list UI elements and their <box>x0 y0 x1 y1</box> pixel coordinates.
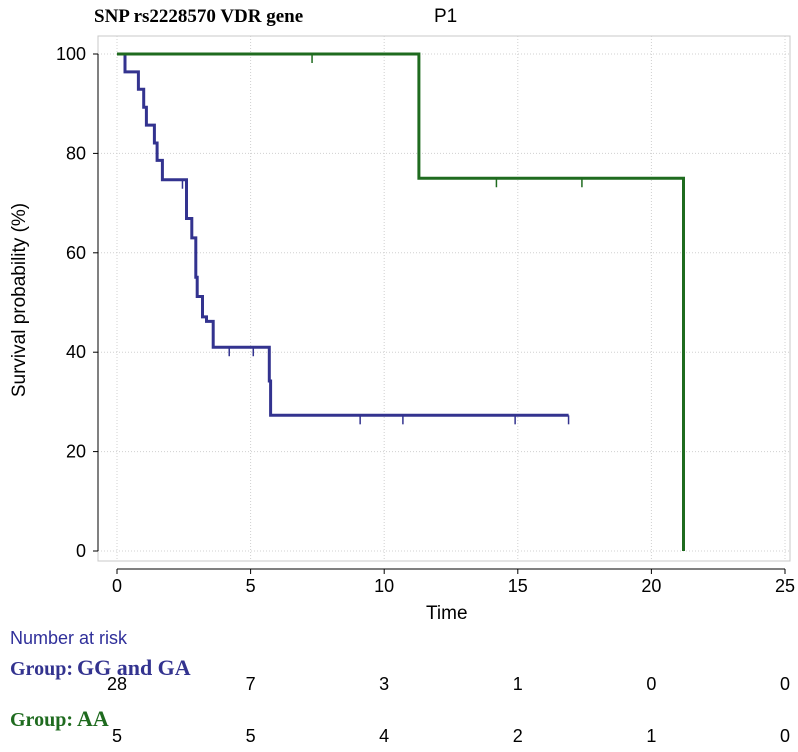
chart-plot-area: 0 20 40 60 80 100 0 5 10 15 20 25 <box>56 35 795 596</box>
risk-count: 5 <box>245 726 256 746</box>
x-tick-label-20: 20 <box>641 576 661 596</box>
x-tick-label-15: 15 <box>508 576 528 596</box>
risk-count: 3 <box>379 674 390 694</box>
risk-group-2-label: Group: <box>10 709 73 731</box>
risk-table-title: Number at risk <box>10 628 128 648</box>
chart-title: SNP rs2228570 VDR gene <box>94 6 304 27</box>
x-axis-label: Time <box>426 603 468 624</box>
x-tick-label-10: 10 <box>374 576 394 596</box>
risk-count: 1 <box>646 726 657 746</box>
y-tick-label-80: 80 <box>66 143 86 163</box>
risk-count: 0 <box>779 674 791 694</box>
y-tick-label-20: 20 <box>66 442 86 462</box>
risk-group-1-name: GG and GA <box>76 655 191 680</box>
survival-curve-aa <box>117 52 685 551</box>
risk-count: 7 <box>245 674 256 694</box>
chart-subtitle: P1 <box>434 6 458 27</box>
survival-curve-gg-and-ga <box>117 52 569 417</box>
risk-count: 4 <box>379 726 390 746</box>
risk-count: 2 <box>512 726 523 746</box>
y-tick-label-40: 40 <box>66 342 86 362</box>
y-tick-label-60: 60 <box>66 243 86 263</box>
y-tick-label-100: 100 <box>56 44 86 64</box>
risk-count: 5 <box>111 726 123 746</box>
risk-count: 0 <box>779 726 791 746</box>
risk-group-1-label: Group: <box>10 658 73 680</box>
y-axis-label: Survival probability (%) <box>9 202 30 398</box>
risk-count: 0 <box>646 674 657 694</box>
risk-count: 1 <box>512 674 523 694</box>
x-tick-label-25: 25 <box>775 576 795 596</box>
risk-group-2-name: AA <box>76 706 109 731</box>
risk-count: 28 <box>106 674 128 694</box>
y-tick-label-0: 0 <box>76 541 86 561</box>
risk-group-2-header: Group: AA <box>10 706 109 732</box>
x-tick-label-5: 5 <box>246 576 256 596</box>
risk-group-1-header: Group: GG and GA <box>10 655 191 681</box>
x-tick-label-0: 0 <box>112 576 122 596</box>
